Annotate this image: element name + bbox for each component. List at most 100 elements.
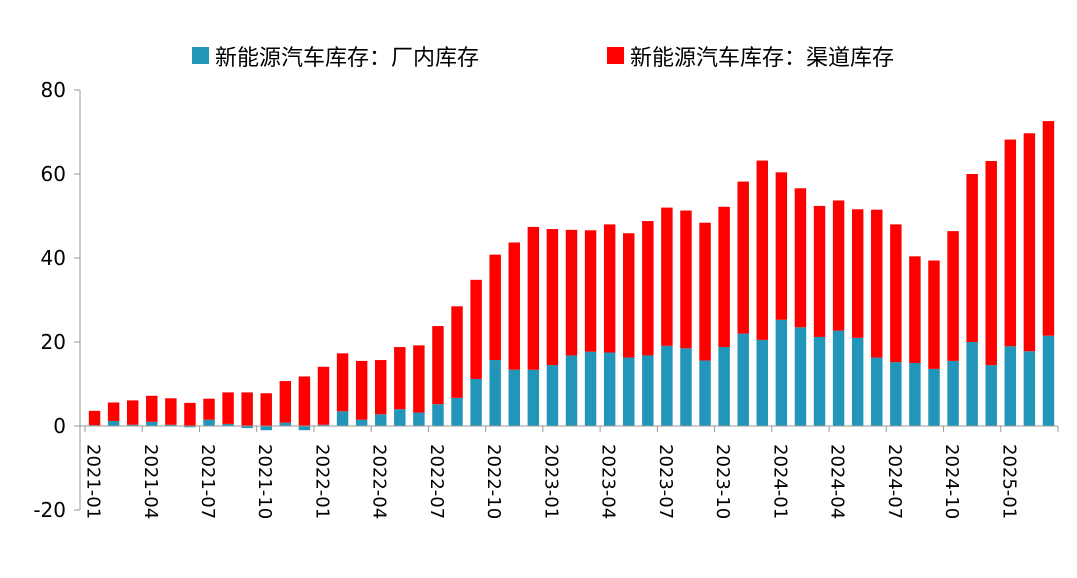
bar-factory-inventory [489,360,501,426]
bar-channel-inventory [260,393,272,426]
bar-channel-inventory [546,229,559,366]
bar-channel-inventory [336,353,349,412]
x-axis: 2021-01 2021-04 2021-07 2021-10 2022-01 2022-… [80,425,1059,519]
bar-factory-inventory [1023,351,1036,426]
bar-factory-inventory [260,426,272,431]
x-tick-label: 2021-04 [140,444,161,519]
y-tick-label: 80 [41,78,66,102]
bar-factory-inventory [165,424,177,426]
bar-channel-inventory [813,205,826,337]
bar-channel-inventory [661,207,673,346]
bar-channel-inventory [241,392,253,426]
bar-factory-inventory [584,351,597,426]
bar-factory-inventory [832,330,845,426]
x-tick-label: 2025-01 [998,444,1019,519]
y-axis: -20 0 20 40 60 80 [33,78,81,522]
bar-channel-inventory [88,410,101,426]
bar-channel-inventory [298,376,311,426]
x-tick-label: 2022-07 [426,444,447,519]
bar-factory-inventory [374,414,387,426]
x-tick-label: 2023-07 [655,444,676,519]
bar-factory-inventory [432,404,444,426]
legend-label-channel: 新能源汽车库存：渠道库存 [630,46,894,71]
x-tick-label: 2022-04 [369,444,390,519]
bar-channel-inventory [832,200,845,331]
bar-channel-inventory [851,209,864,338]
bar-channel-inventory [928,260,940,369]
bar-channel-inventory [489,254,501,361]
y-tick-label: 40 [41,246,66,270]
y-tick-label: 60 [41,162,66,186]
bar-factory-inventory [317,424,330,426]
bar-factory-inventory [966,342,978,426]
bar-channel-inventory [394,347,406,410]
bar-channel-inventory [775,172,788,320]
bar-factory-inventory [680,348,692,426]
x-tick-label: 2023-04 [598,444,619,519]
bar-channel-inventory [355,360,368,420]
bar-factory-inventory [1042,335,1055,426]
bar-channel-inventory [794,188,807,328]
bar-factory-inventory [794,327,807,426]
bar-factory-inventory [642,355,654,426]
bar-channel-inventory [317,366,330,425]
bar-channel-inventory [203,398,215,420]
bar-factory-inventory [603,352,616,426]
bar-factory-inventory [1004,346,1017,426]
bar-factory-inventory [470,378,482,426]
x-tick-label: 2024-04 [827,444,848,519]
bar-factory-inventory [394,409,406,426]
bar-channel-inventory [527,226,540,370]
bar-factory-inventory [413,412,425,426]
y-tick-label: 20 [41,330,66,354]
bar-channel-inventory [126,400,139,425]
bar-channel-inventory [451,306,463,398]
bar-factory-inventory [718,347,730,426]
bar-channel-inventory [947,231,959,361]
bar-channel-inventory [184,402,196,426]
legend-label-factory: 新能源汽车库存：厂内库存 [215,46,479,71]
bar-factory-inventory [737,333,749,426]
bar-factory-inventory [546,365,559,426]
bar-factory-inventory [126,424,139,426]
bar-factory-inventory [184,426,196,428]
bar-factory-inventory [146,421,158,426]
bar-factory-inventory [699,360,711,426]
bar-factory-inventory [756,339,769,426]
bar-factory-inventory [813,336,826,426]
bar-factory-inventory [336,411,349,426]
bar-factory-inventory [222,423,234,426]
bar-channel-inventory [279,381,292,423]
bar-channel-inventory [1004,139,1017,347]
legend-swatch-channel [607,47,624,64]
x-tick-label: 2021-01 [83,444,104,519]
bar-factory-inventory [851,337,864,426]
bar-channel-inventory [413,345,425,413]
bar-factory-inventory [909,363,921,426]
bar-channel-inventory [642,221,654,356]
bar-channel-inventory [107,402,120,421]
bar-channel-inventory [890,224,902,363]
x-tick-label: 2024-01 [769,444,790,519]
y-tick-label: 0 [53,414,66,438]
bar-channel-inventory [432,326,444,405]
x-tick-label: 2024-07 [884,444,905,519]
x-tick-label: 2023-10 [712,444,733,519]
bar-channel-inventory [374,360,387,415]
bar-factory-inventory [203,419,215,426]
bar-factory-inventory [451,397,463,426]
legend-swatch-factory [192,47,209,64]
bars [88,121,1055,431]
bar-channel-inventory [603,224,616,353]
bar-factory-inventory [241,426,253,429]
bar-channel-inventory [623,233,635,358]
bar-channel-inventory [966,174,978,342]
bar-factory-inventory [775,319,788,426]
bar-channel-inventory [1042,121,1055,336]
bar-channel-inventory [985,160,997,366]
x-tick-label: 2022-10 [483,444,504,519]
bar-factory-inventory [565,355,578,426]
bar-channel-inventory [756,160,769,340]
y-tick-label: -20 [33,498,66,522]
